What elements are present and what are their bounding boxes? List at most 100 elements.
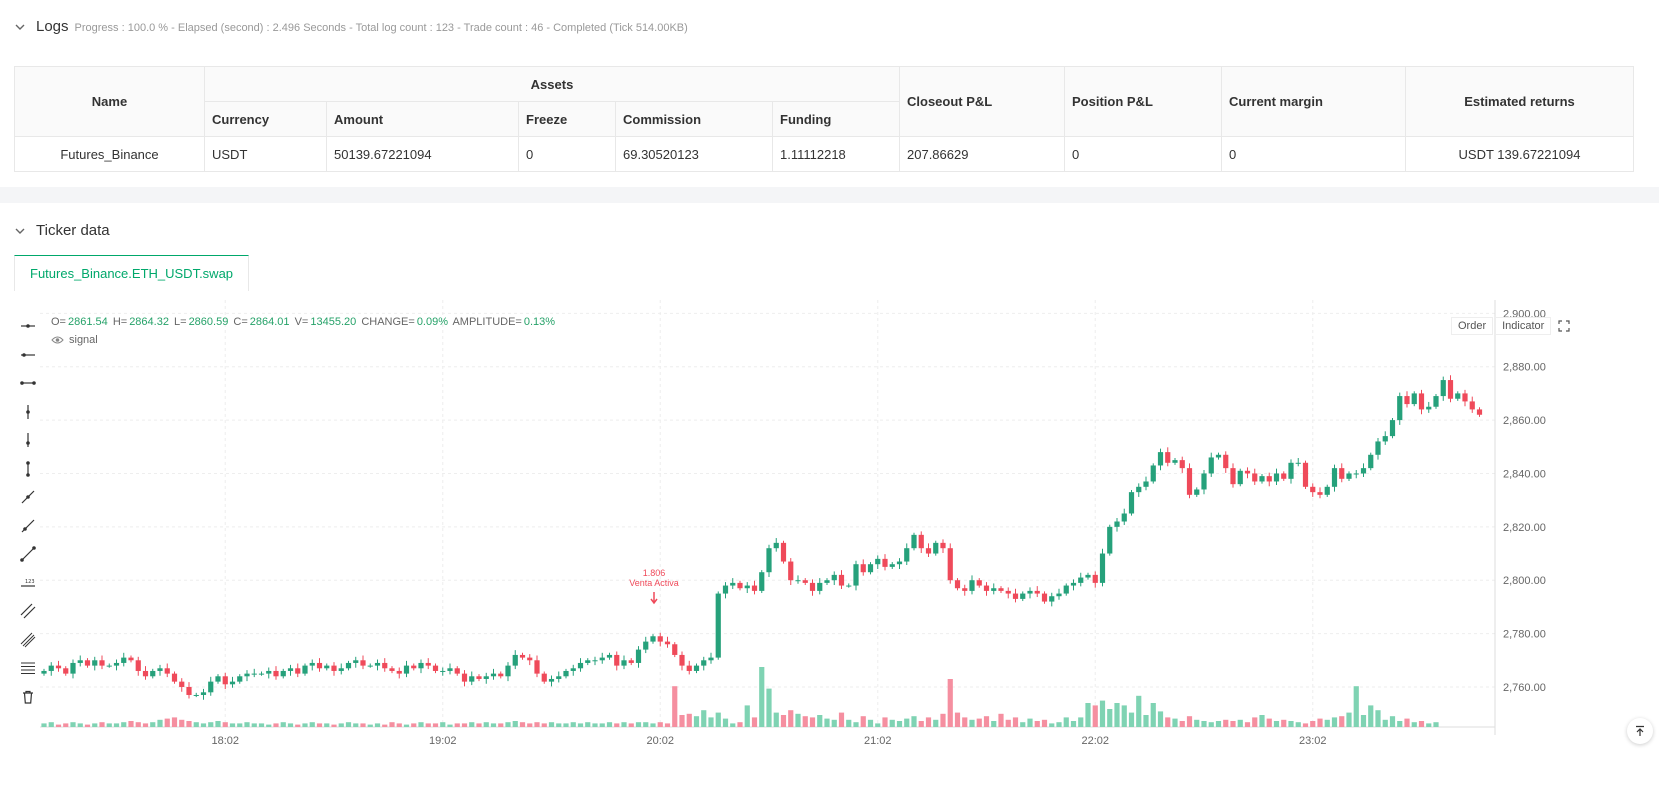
cell-freeze: 0 (518, 136, 616, 172)
drawing-toolbar: 123 (16, 312, 40, 711)
volume-bar (1259, 715, 1265, 727)
candle-body (527, 657, 533, 661)
trash-icon[interactable] (16, 683, 40, 712)
candle-body (121, 657, 127, 663)
candle-body (846, 585, 852, 587)
volume-bar (664, 723, 671, 727)
volume-bar (1099, 700, 1106, 727)
volume-bar (113, 723, 120, 727)
volume-bar (338, 723, 344, 727)
y-tick-label: 2,840.00 (1503, 468, 1546, 480)
candle-body (1194, 489, 1200, 495)
ohlc-high: 2864.32 (129, 316, 169, 328)
candle-body (1375, 441, 1381, 455)
volume-bar (715, 712, 721, 727)
volume-bar (1165, 717, 1171, 727)
candle-body (1012, 593, 1019, 599)
volume-bar (925, 717, 932, 727)
volume-bar (215, 721, 221, 727)
ray-tool-icon[interactable] (16, 512, 40, 541)
volume-bar (1012, 717, 1019, 727)
volume-bar (396, 723, 402, 727)
volume-bar (889, 719, 895, 727)
candle-body (258, 673, 265, 675)
vertical-segment-tool-icon[interactable] (16, 455, 40, 484)
indicator-button[interactable]: Indicator (1495, 317, 1552, 335)
volume-bar (1237, 719, 1243, 727)
candle-body (708, 657, 714, 661)
trend-line-tool-icon[interactable] (16, 483, 40, 512)
segment-tool-icon[interactable] (16, 540, 40, 569)
candle-body (998, 588, 1004, 591)
order-button[interactable]: Order (1451, 317, 1494, 335)
chevron-down-icon[interactable] (14, 21, 26, 33)
volume-bar (374, 723, 381, 727)
volume-bar (1295, 722, 1301, 727)
candle-body (1121, 513, 1127, 522)
candle-body (1020, 593, 1026, 599)
ticker-header[interactable]: Ticker data (0, 222, 110, 239)
candle-body (1107, 526, 1113, 554)
chevron-down-icon[interactable] (14, 225, 26, 237)
volume-bar (519, 722, 526, 727)
candle-body (1288, 462, 1294, 479)
vertical-line-tool-icon[interactable] (16, 398, 40, 427)
candle-body (954, 580, 961, 589)
tab-eth-usdt-swap[interactable]: Futures_Binance.ETH_USDT.swap (14, 255, 250, 291)
volume-bar (316, 723, 323, 727)
candle-body (1244, 470, 1251, 474)
volume-bar (831, 719, 837, 727)
fullscreen-icon[interactable] (1555, 317, 1573, 335)
volume-bar (1426, 723, 1432, 727)
signal-indicator-toggle[interactable]: signal (51, 334, 98, 346)
volume-bar (592, 723, 598, 727)
candle-body (128, 657, 134, 661)
eye-icon[interactable] (51, 335, 64, 345)
candle-body (374, 662, 381, 666)
parallel-channel-tool-icon[interactable] (16, 597, 40, 626)
x-tick-label: 18:02 (211, 735, 239, 747)
volume-bar (998, 713, 1004, 727)
horizontal-segment-tool-icon[interactable] (16, 369, 40, 398)
candle-body (802, 580, 808, 583)
candle-body (1165, 452, 1171, 463)
candle-body (744, 585, 750, 589)
candle-body (454, 668, 460, 674)
sell-signal-arrow-icon (650, 592, 658, 605)
candle-body (411, 665, 417, 669)
candle-body (1027, 590, 1033, 594)
volume-bar (534, 722, 540, 727)
volume-bar (461, 723, 468, 727)
candle-body (1310, 486, 1316, 493)
candle-body (135, 660, 141, 671)
candle-body (904, 548, 910, 562)
volume-bar (1353, 686, 1359, 727)
pitchfork-tool-icon[interactable] (16, 626, 40, 655)
col-position-pnl: Position P&L (1064, 66, 1222, 137)
vertical-ray-tool-icon[interactable] (16, 426, 40, 455)
candle-body (628, 660, 634, 663)
volume-bar (483, 722, 489, 727)
volume-bar (1230, 721, 1236, 727)
logs-header[interactable]: Logs Progress : 100.0 % - Elapsed (secon… (0, 18, 688, 35)
candle-body (657, 636, 663, 642)
volume-bar (599, 723, 605, 727)
candle-body (1411, 393, 1417, 405)
candle-body (751, 585, 758, 591)
fib-retracement-tool-icon[interactable] (16, 654, 40, 683)
volume-bar (360, 723, 366, 727)
candle-body (541, 673, 547, 682)
horizontal-line-tool-icon[interactable] (16, 341, 40, 370)
candle-body (1302, 462, 1309, 487)
candle-body (150, 670, 156, 677)
candle-body (1281, 473, 1287, 479)
horizontal-ray-tool-icon[interactable] (16, 312, 40, 341)
price-range-tool-icon[interactable]: 123 (16, 569, 40, 598)
col-freeze: Freeze (518, 101, 616, 137)
candle-body (643, 641, 649, 650)
volume-bar (1078, 717, 1084, 727)
volume-bar (55, 724, 62, 727)
candle-body (925, 548, 932, 554)
scroll-to-top-button[interactable] (1627, 718, 1653, 744)
